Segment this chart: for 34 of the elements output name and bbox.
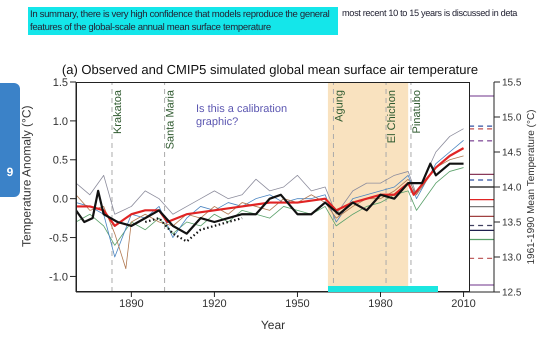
- y2-tick-label: 15.5: [502, 78, 522, 89]
- x-tick-label: 1980: [368, 298, 393, 310]
- x-axis-title: Year: [260, 318, 286, 332]
- line-series: [76, 167, 464, 246]
- y2-tick-label: 12.5: [502, 288, 522, 299]
- chart-title: (a) Observed and CMIP5 simulated global mean surface air temperature: [60, 62, 480, 77]
- y2-tick-label: 14.5: [502, 148, 522, 159]
- ref-line-label: El Chichon: [386, 90, 398, 144]
- y2-tick-label: 14.0: [502, 182, 522, 194]
- y2-axis-title: 1961-1990 Mean Temperature (°C): [526, 109, 537, 265]
- y-tick-label: -1.0: [49, 271, 68, 284]
- y2-tick-label: 13.5: [502, 218, 522, 229]
- x-tick-label: 1950: [285, 298, 310, 310]
- ref-line-label: Krakatoa: [112, 89, 124, 134]
- y-axis-title: Temperature Anomaly (°C): [19, 105, 34, 247]
- ref-line-label: Agung: [333, 90, 346, 122]
- y-tick-label: 1.0: [52, 116, 68, 128]
- ref-line-label: Santa Maria: [164, 89, 177, 150]
- x-tick-label: 1890: [119, 298, 144, 310]
- annotation: Is this a calibration graphic?: [196, 103, 288, 129]
- text: 9: [6, 165, 14, 179]
- y2-tick-label: 13.0: [502, 252, 522, 264]
- y-tick-label: -0.5: [49, 232, 68, 244]
- ref-line-label: Pinatubo: [410, 90, 423, 134]
- line-series: [76, 147, 465, 227]
- y-tick-label: 1.5: [52, 76, 68, 89]
- x-tick-label: 1920: [202, 298, 227, 310]
- y-tick-label: 0.5: [52, 154, 68, 167]
- text: most recent 10 to 15 years is discussed in deta: [342, 8, 518, 18]
- text: In summary, there is very high confidence that models reproduce the general features of the global-scale annual mean surface temperature: [28, 7, 338, 35]
- y-tick-label: 0.0: [52, 194, 68, 206]
- line-series: [76, 155, 464, 270]
- y2-tick-label: 15.0: [502, 112, 522, 124]
- x-tick-label: 2010: [451, 298, 476, 310]
